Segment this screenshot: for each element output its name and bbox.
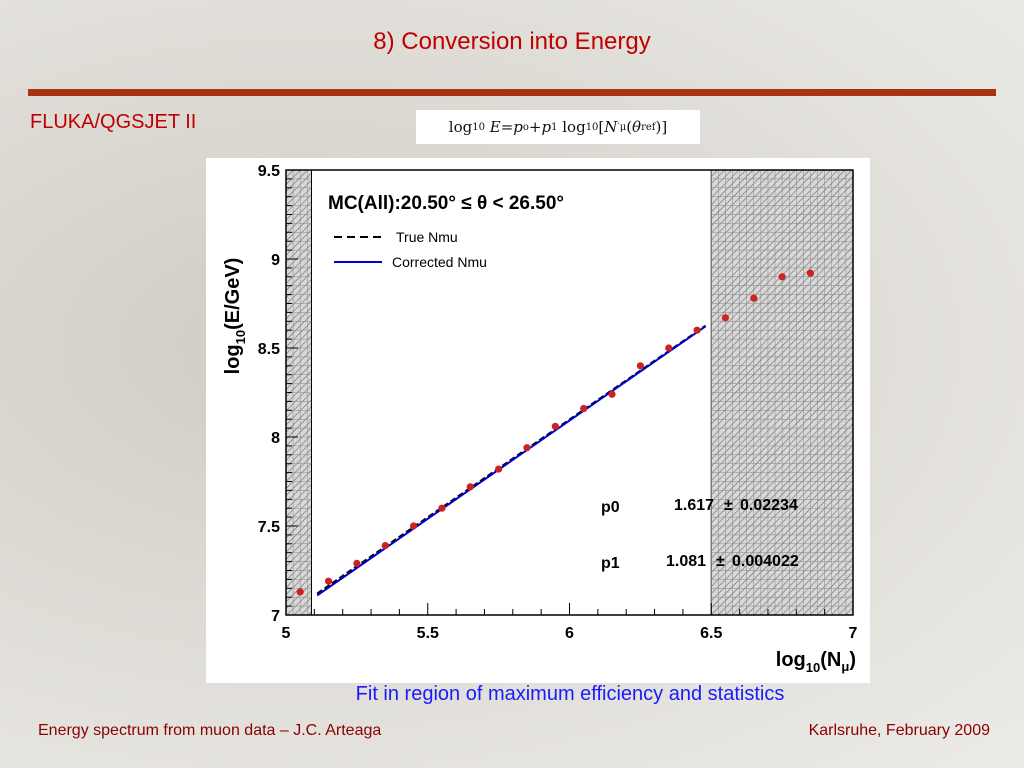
data-point bbox=[495, 465, 503, 473]
formula-log-base: 10 bbox=[472, 121, 485, 133]
data-point bbox=[608, 390, 616, 398]
data-point bbox=[580, 404, 588, 413]
data-point bbox=[409, 522, 418, 530]
param-p1-value: 1.081 bbox=[666, 553, 706, 570]
data-point bbox=[806, 269, 815, 277]
param-p1-pm: ± bbox=[716, 553, 725, 570]
y-axis-label: log10(E/GeV) bbox=[222, 258, 248, 375]
y-tick-label: 7 bbox=[271, 608, 280, 625]
corrected-nmu-fit-line bbox=[316, 325, 707, 597]
data-point bbox=[296, 588, 304, 596]
chart-title: MC(All):20.50° ≤ θ < 26.50° bbox=[328, 193, 564, 214]
y-tick-label: 8 bbox=[271, 430, 280, 447]
x-tick-label: 6 bbox=[565, 625, 574, 642]
formula-p1-index: 1 bbox=[551, 121, 558, 133]
formula-plus: + bbox=[528, 118, 542, 136]
data-point bbox=[778, 273, 786, 281]
formula-equals: = bbox=[500, 118, 514, 136]
formula-log2-base: 10 bbox=[585, 121, 599, 133]
data-point bbox=[750, 294, 758, 302]
param-p0-name: p0 bbox=[601, 499, 620, 516]
footer-left: Energy spectrum from muon data – J.C. Ar… bbox=[38, 722, 382, 739]
data-point bbox=[466, 483, 474, 491]
footer-right: Karlsruhe, February 2009 bbox=[808, 722, 990, 739]
title-divider bbox=[28, 89, 996, 96]
x-axis-label: log10(Nμ) bbox=[776, 649, 856, 675]
data-point bbox=[324, 577, 333, 585]
param-p0-pm: ± bbox=[724, 497, 733, 514]
slide-caption: Fit in region of maximum efficiency and … bbox=[355, 683, 785, 705]
data-point bbox=[665, 344, 673, 352]
data-point bbox=[353, 559, 361, 567]
data-point bbox=[721, 314, 730, 322]
data-point bbox=[523, 444, 531, 452]
y-tick-label: 9 bbox=[271, 252, 280, 269]
y-tick-label: 9.5 bbox=[258, 163, 280, 180]
x-tick-label: 5.5 bbox=[417, 625, 439, 642]
y-tick-label: 7.5 bbox=[258, 519, 280, 536]
slide-title: 8) Conversion into Energy bbox=[373, 28, 651, 55]
param-p0-error: 0.02234 bbox=[740, 497, 798, 514]
data-point bbox=[551, 422, 559, 430]
slide-subtitle: FLUKA/QGSJET II bbox=[30, 111, 197, 133]
param-p1-error: 0.004022 bbox=[732, 553, 799, 570]
legend-label-true: True Nmu bbox=[396, 229, 458, 245]
formula-ref: ref bbox=[641, 121, 656, 133]
param-p0-value: 1.617 bbox=[674, 497, 714, 514]
formula-theta: θ bbox=[632, 118, 642, 136]
formula-log2: log bbox=[562, 118, 586, 136]
data-point bbox=[438, 504, 446, 512]
param-p1-name: p1 bbox=[601, 555, 620, 572]
data-point bbox=[381, 541, 389, 550]
legend-label-corrected: Corrected Nmu bbox=[392, 254, 487, 270]
formula-p: p bbox=[513, 118, 523, 136]
formula-log: log bbox=[448, 118, 473, 136]
formula-energy: E bbox=[489, 118, 501, 136]
x-tick-label: 6.5 bbox=[700, 625, 722, 642]
data-point bbox=[636, 362, 644, 370]
formula-n: N bbox=[604, 118, 618, 136]
x-tick-label: 7 bbox=[849, 625, 858, 642]
x-tick-label: 5 bbox=[282, 625, 291, 642]
formula-p-index: o bbox=[522, 121, 529, 133]
formula-p1: p bbox=[541, 118, 552, 136]
formula-mu: μ bbox=[619, 121, 627, 133]
data-point bbox=[693, 326, 701, 334]
y-tick-label: 8.5 bbox=[258, 341, 280, 358]
fit-chart: 5 5.5 6 6.5 7 7 7.5 8 8.5 9 9.5 MC(All):20.50° ≤ θ… bbox=[206, 158, 870, 683]
chart-panel: 5 5.5 6 6.5 7 7 7.5 8 8.5 9 9.5 MC(All):20.50° ≤ θ… bbox=[206, 158, 870, 683]
